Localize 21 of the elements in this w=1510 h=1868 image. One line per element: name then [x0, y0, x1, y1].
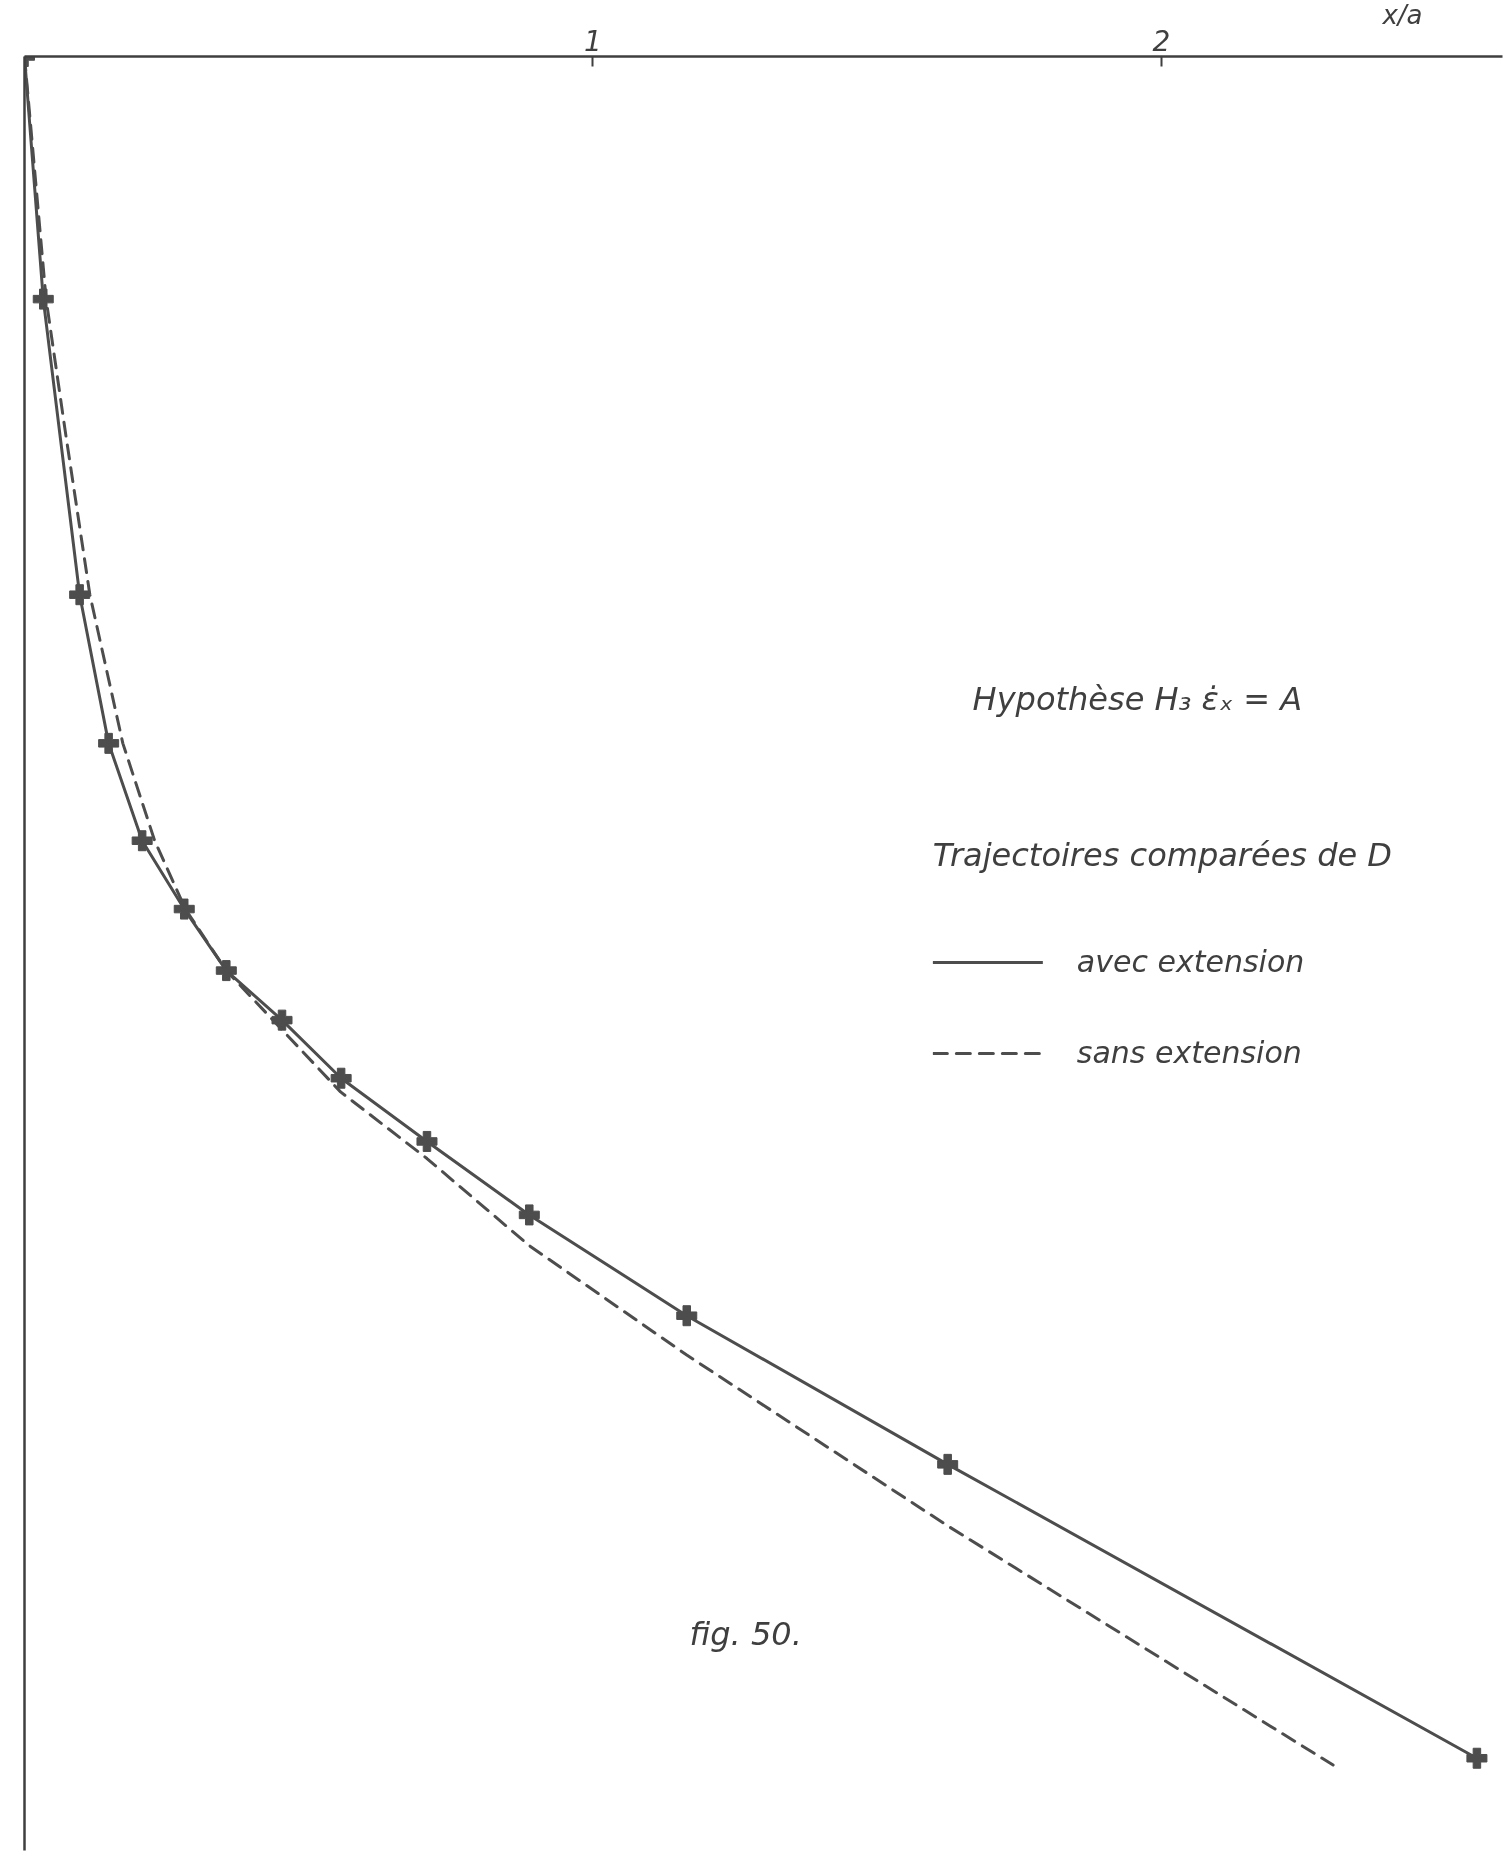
- point: [330, 1067, 352, 1089]
- legend-label: avec extension: [1076, 944, 1305, 979]
- point: [131, 830, 153, 852]
- legend-title: Trajectoires comparées de D: [932, 836, 1392, 874]
- x-tick-label: 1: [584, 24, 602, 58]
- point: [416, 1130, 438, 1152]
- legend-label: sans extension: [1076, 1035, 1302, 1070]
- point: [173, 898, 195, 920]
- text: Hypothèse H₃ ε̇ₓ = A: [972, 679, 1303, 718]
- point: [518, 1204, 540, 1226]
- point: [937, 1453, 959, 1475]
- point: [32, 288, 54, 310]
- x-axis-title: x/a: [1381, 0, 1423, 30]
- x-tick-label: 2: [1152, 24, 1171, 58]
- point: [676, 1305, 698, 1327]
- point: [69, 584, 91, 606]
- point: [1466, 1747, 1488, 1769]
- point: [215, 960, 237, 982]
- annotation: fig. 50.: [689, 1615, 802, 1654]
- point: [98, 732, 120, 754]
- point: [271, 1009, 293, 1031]
